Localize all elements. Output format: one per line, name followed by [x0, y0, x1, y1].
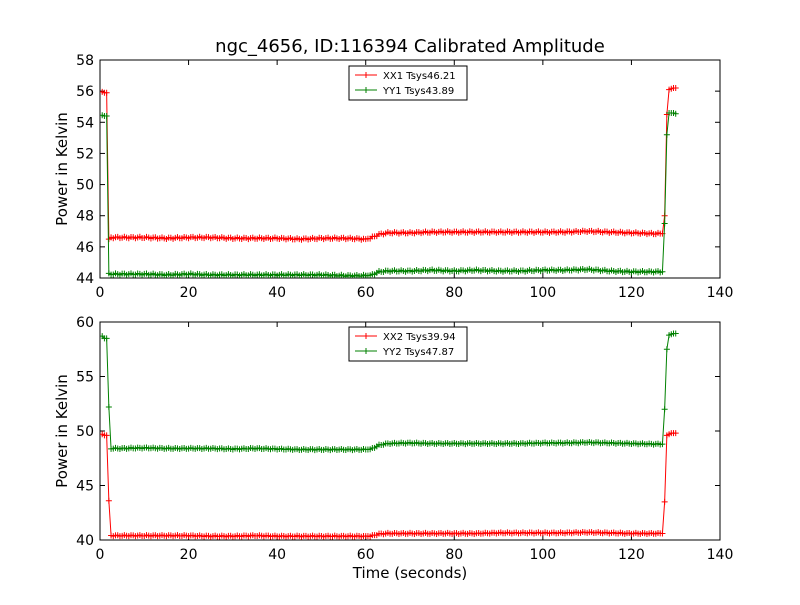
y-tick-label: 46 — [76, 240, 94, 256]
series-2 — [100, 109, 679, 278]
x-tick-label: 0 — [96, 547, 105, 563]
x-tick-label: 140 — [707, 547, 734, 563]
x-tick-label: 100 — [529, 547, 556, 563]
legend-marker — [363, 348, 369, 354]
x-axis-label: Time (seconds) — [352, 564, 468, 582]
data-point-marker — [103, 89, 110, 96]
data-point-marker — [659, 268, 666, 275]
data-point-marker — [105, 404, 112, 411]
y-tick-label: 44 — [76, 271, 94, 287]
data-point-marker — [659, 441, 666, 448]
y-tick-label: 60 — [76, 315, 94, 331]
data-point-marker — [672, 110, 679, 117]
legend-label: YY2 Tsys47.87 — [382, 347, 454, 358]
legend-label: YY1 Tsys43.89 — [382, 86, 454, 97]
data-point-marker — [659, 530, 666, 537]
y-axis-label: Power in Kelvin — [53, 374, 71, 488]
y-tick-label: 45 — [76, 479, 94, 495]
data-point-marker — [103, 432, 110, 439]
data-point-marker — [661, 498, 668, 505]
series-2 — [100, 330, 679, 454]
figure-title: ngc_4656, ID:116394 Calibrated Amplitude — [215, 36, 605, 57]
x-tick-label: 20 — [180, 547, 198, 563]
y-tick-label: 55 — [76, 370, 94, 386]
x-tick-label: 120 — [618, 547, 645, 563]
x-tick-label: 140 — [707, 285, 734, 301]
legend: XX1 Tsys46.21 YY1 Tsys43.89 — [348, 65, 468, 101]
y-tick-label: 50 — [76, 178, 94, 194]
data-point-marker — [672, 330, 679, 337]
legend-label: XX2 Tsys39.94 — [383, 332, 456, 343]
legend-marker — [363, 333, 369, 339]
data-point-marker — [672, 85, 679, 92]
x-tick-label: 40 — [268, 285, 286, 301]
legend-label: XX1 Tsys46.21 — [383, 71, 456, 82]
y-tick-label: 50 — [76, 424, 94, 440]
y-tick-label: 40 — [76, 533, 94, 549]
data-point-marker — [663, 131, 670, 138]
x-tick-label: 60 — [357, 285, 375, 301]
data-point-marker — [663, 346, 670, 353]
y-tick-label: 52 — [76, 146, 94, 162]
legend-box — [348, 65, 468, 101]
series-1 — [100, 430, 679, 540]
x-tick-label: 0 — [96, 285, 105, 301]
data-point-marker — [661, 406, 668, 413]
x-tick-label: 120 — [618, 285, 645, 301]
y-tick-label: 58 — [76, 53, 94, 69]
data-point-marker — [661, 220, 668, 227]
x-tick-label: 80 — [445, 285, 463, 301]
legend: XX2 Tsys39.94 YY2 Tsys47.87 — [348, 326, 468, 362]
x-tick-label: 40 — [268, 547, 286, 563]
data-point-marker — [105, 497, 112, 504]
x-tick-label: 100 — [529, 285, 556, 301]
data-point-marker — [103, 113, 110, 120]
y-tick-label: 48 — [76, 209, 94, 225]
x-tick-label: 60 — [357, 547, 375, 563]
bottom-panel: 0 20 40 60 80 100 120 140 40 45 50 55 60 Power in Kel… — [53, 315, 733, 563]
series-1 — [100, 85, 679, 243]
y-tick-label: 54 — [76, 115, 94, 131]
data-point-marker — [103, 335, 110, 342]
legend-marker — [363, 87, 369, 93]
top-panel: 0 20 40 60 80 100 120 140 44 46 48 50 52 54 56 58 Power … — [53, 53, 733, 301]
legend-marker — [363, 72, 369, 78]
data-point-marker — [672, 430, 679, 437]
legend-box — [348, 326, 468, 362]
x-tick-label: 80 — [445, 547, 463, 563]
y-axis-label: Power in Kelvin — [53, 112, 71, 226]
y-tick-label: 56 — [76, 84, 94, 100]
x-tick-label: 20 — [180, 285, 198, 301]
